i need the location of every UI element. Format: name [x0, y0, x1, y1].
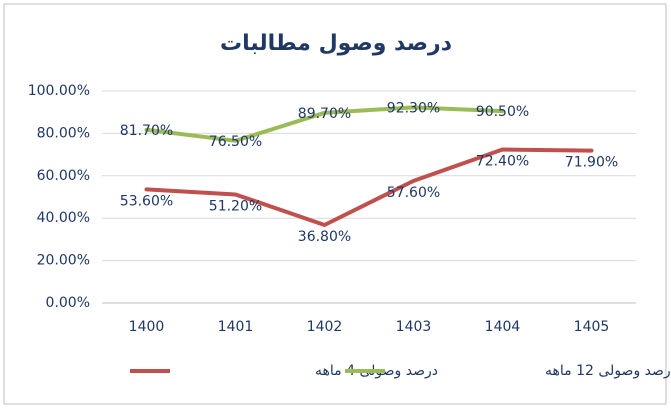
- x-tick-label: 1400: [129, 319, 165, 335]
- x-tick-label: 1404: [485, 319, 521, 335]
- data-label: 92.30%: [387, 100, 440, 116]
- series-line: [144, 105, 505, 143]
- y-tick-label: 100.00%: [28, 83, 90, 99]
- chart-title: درصد وصول مطالبات: [220, 31, 452, 56]
- y-tick-label: 40.00%: [37, 210, 90, 226]
- data-label: 89.70%: [298, 106, 351, 122]
- chart-frame: [3, 3, 667, 405]
- x-tick-label: 1405: [574, 319, 610, 335]
- data-label: 57.60%: [387, 185, 440, 201]
- data-label: 51.20%: [209, 198, 262, 214]
- legend-label: درصد وصولی 12 ماهه: [545, 363, 671, 379]
- data-label: 72.40%: [476, 154, 529, 170]
- data-label: 90.50%: [476, 104, 529, 120]
- data-label: 71.90%: [565, 155, 618, 171]
- y-tick-label: 0.00%: [46, 295, 90, 311]
- x-tick-label: 1401: [218, 319, 254, 335]
- data-label: 76.50%: [209, 134, 262, 150]
- y-tick-label: 80.00%: [37, 125, 90, 141]
- series-line: [144, 147, 594, 227]
- x-tick-label: 1402: [307, 319, 343, 335]
- y-tick-label: 20.00%: [37, 253, 90, 269]
- data-label: 81.70%: [120, 123, 173, 139]
- data-label: 36.80%: [298, 229, 351, 245]
- y-tick-label: 60.00%: [37, 168, 90, 184]
- x-tick-label: 1403: [396, 319, 432, 335]
- data-label: 53.60%: [120, 193, 173, 209]
